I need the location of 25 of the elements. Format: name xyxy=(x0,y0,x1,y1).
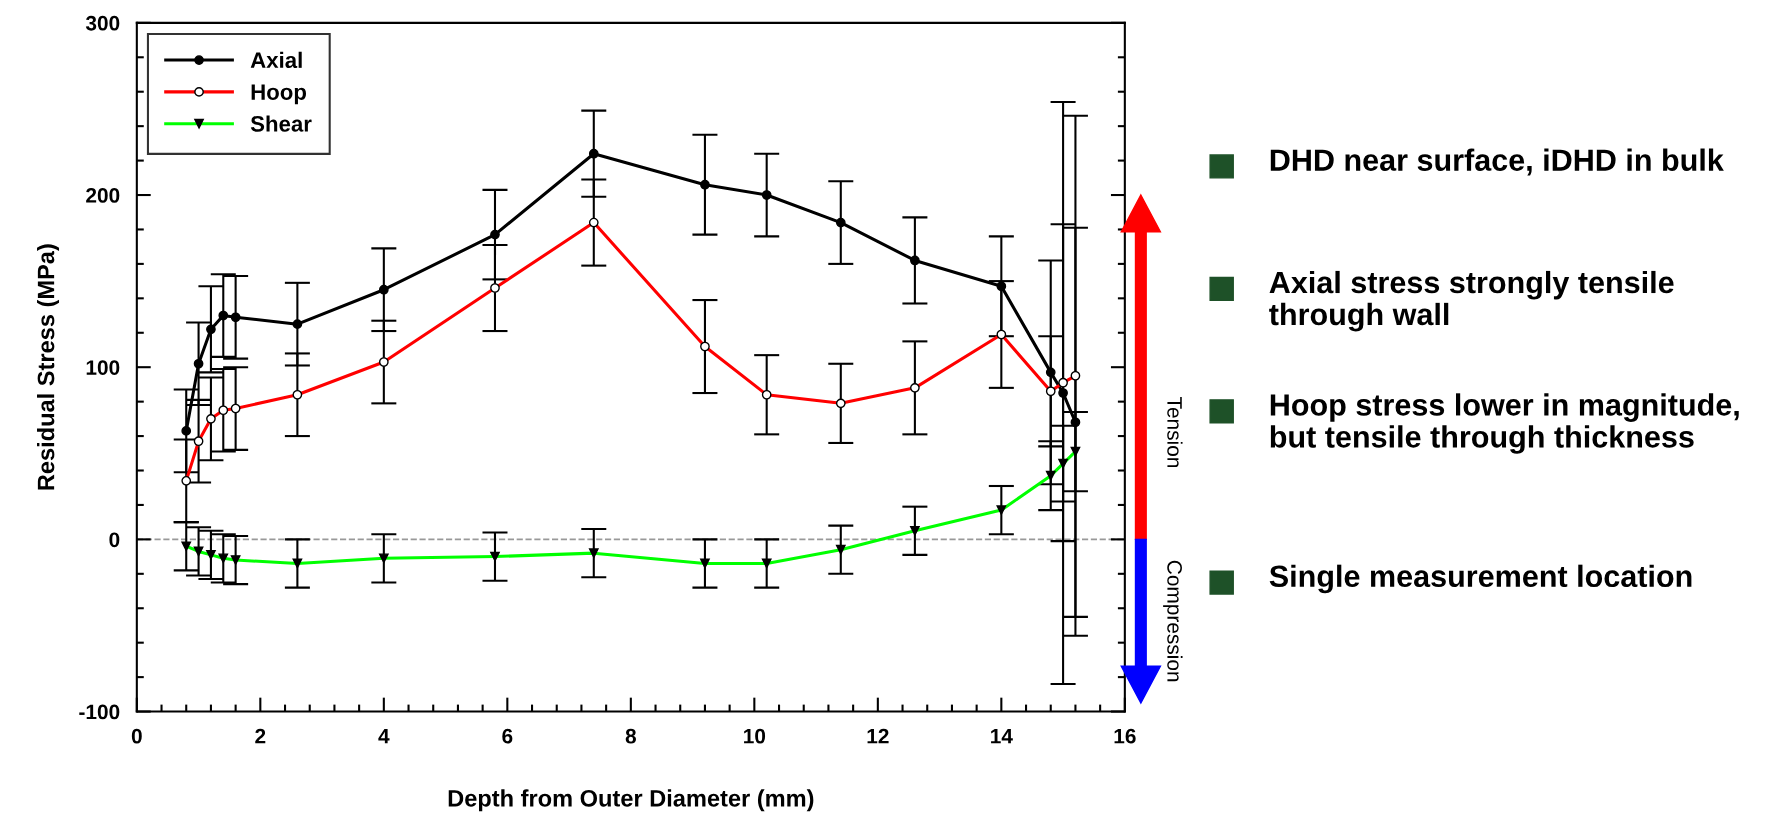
y-tick-label: 200 xyxy=(86,188,120,203)
legend-label: Hoop xyxy=(251,84,307,105)
text: Compression xyxy=(1163,560,1183,682)
x-tick-label: 4 xyxy=(378,728,390,744)
y-tick-label: 300 xyxy=(85,15,120,31)
x-axis-title: Depth from Outer Diameter (mm) xyxy=(448,789,814,812)
legend-label: Axial xyxy=(250,51,302,69)
text: Hoop stress lower in magnitude, but tensile through thickness xyxy=(1270,393,1739,454)
x-tick-label: 0 xyxy=(131,728,142,744)
y-axis-title: Residual Stress (MPa) xyxy=(37,244,60,490)
x-tick-label: 12 xyxy=(867,728,889,744)
y-tick-label: 0 xyxy=(109,532,120,548)
text: Tension xyxy=(1167,397,1183,468)
legend-label: Shear xyxy=(250,115,312,132)
text: DHD near surface, iDHD in bulk xyxy=(1270,148,1724,176)
y-tick-label: -100 xyxy=(79,704,120,720)
x-tick-label: 6 xyxy=(502,728,513,744)
text: Single measurement location xyxy=(1269,564,1692,594)
x-tick-label: 10 xyxy=(744,728,766,744)
x-tick-label: 2 xyxy=(255,728,266,744)
x-tick-label: 14 xyxy=(991,728,1013,744)
text: Axial stress strongly tensile through wall xyxy=(1269,270,1674,332)
y-tick-label: 100 xyxy=(86,360,120,375)
x-tick-label: 8 xyxy=(625,728,636,744)
x-tick-label: 16 xyxy=(1114,728,1136,744)
